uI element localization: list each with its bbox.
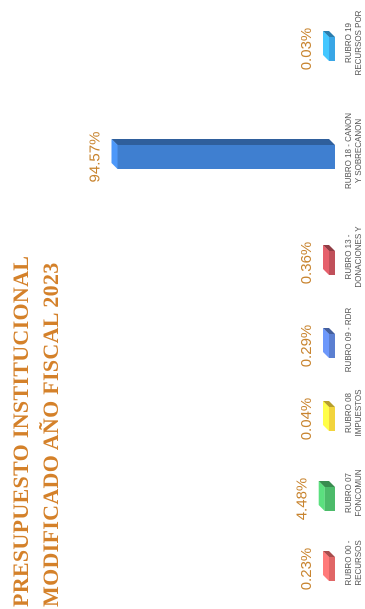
category-label-0-0: RUBRO 00 - bbox=[344, 540, 353, 585]
category-label-4-1: DONACIONES Y bbox=[354, 226, 363, 288]
value-label-1: 4.48% bbox=[294, 478, 311, 521]
bar-1 bbox=[318, 481, 336, 511]
category-label-0-1: RECURSOS bbox=[354, 540, 363, 585]
category-label-2-1: IMPUESTOS bbox=[354, 390, 363, 437]
category-label-3-0: RUBRO 09 - RDR bbox=[344, 308, 353, 373]
bar-5 bbox=[111, 139, 335, 169]
bar-3 bbox=[323, 328, 335, 358]
value-label-3: 0.29% bbox=[298, 325, 315, 368]
bar-4 bbox=[323, 245, 335, 275]
value-label-6: 0.03% bbox=[298, 28, 315, 71]
category-label-1-1: FONCOMUN bbox=[354, 469, 363, 516]
bar-2 bbox=[323, 401, 335, 431]
category-label-2-0: RUBRO 08 bbox=[344, 392, 353, 433]
bar-0 bbox=[323, 551, 335, 581]
category-label-1-0: RUBRO 07 bbox=[344, 472, 353, 513]
category-label-6-1: RECURSOS POR bbox=[354, 10, 363, 75]
category-label-6-0: RUBRO 19 bbox=[344, 22, 353, 63]
bar-6 bbox=[323, 31, 335, 61]
value-label-2: 0.04% bbox=[298, 398, 315, 441]
value-label-0: 0.23% bbox=[298, 548, 315, 591]
category-label-4-0: RUBRO 13 - bbox=[344, 234, 353, 279]
value-label-4: 0.36% bbox=[298, 242, 315, 285]
value-label-5: 94.57% bbox=[86, 132, 103, 183]
category-label-5-1: Y SOBRECANON bbox=[354, 119, 363, 184]
category-label-5-0: RUBRO 18 - CANON bbox=[344, 113, 353, 189]
